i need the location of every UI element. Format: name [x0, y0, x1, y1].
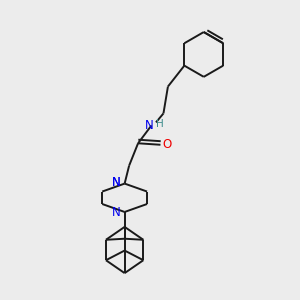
Text: N: N	[112, 206, 121, 219]
Text: N: N	[112, 176, 121, 189]
Text: N: N	[145, 119, 154, 132]
Text: H: H	[156, 119, 164, 129]
Text: O: O	[162, 138, 172, 151]
Text: N: N	[112, 176, 121, 189]
